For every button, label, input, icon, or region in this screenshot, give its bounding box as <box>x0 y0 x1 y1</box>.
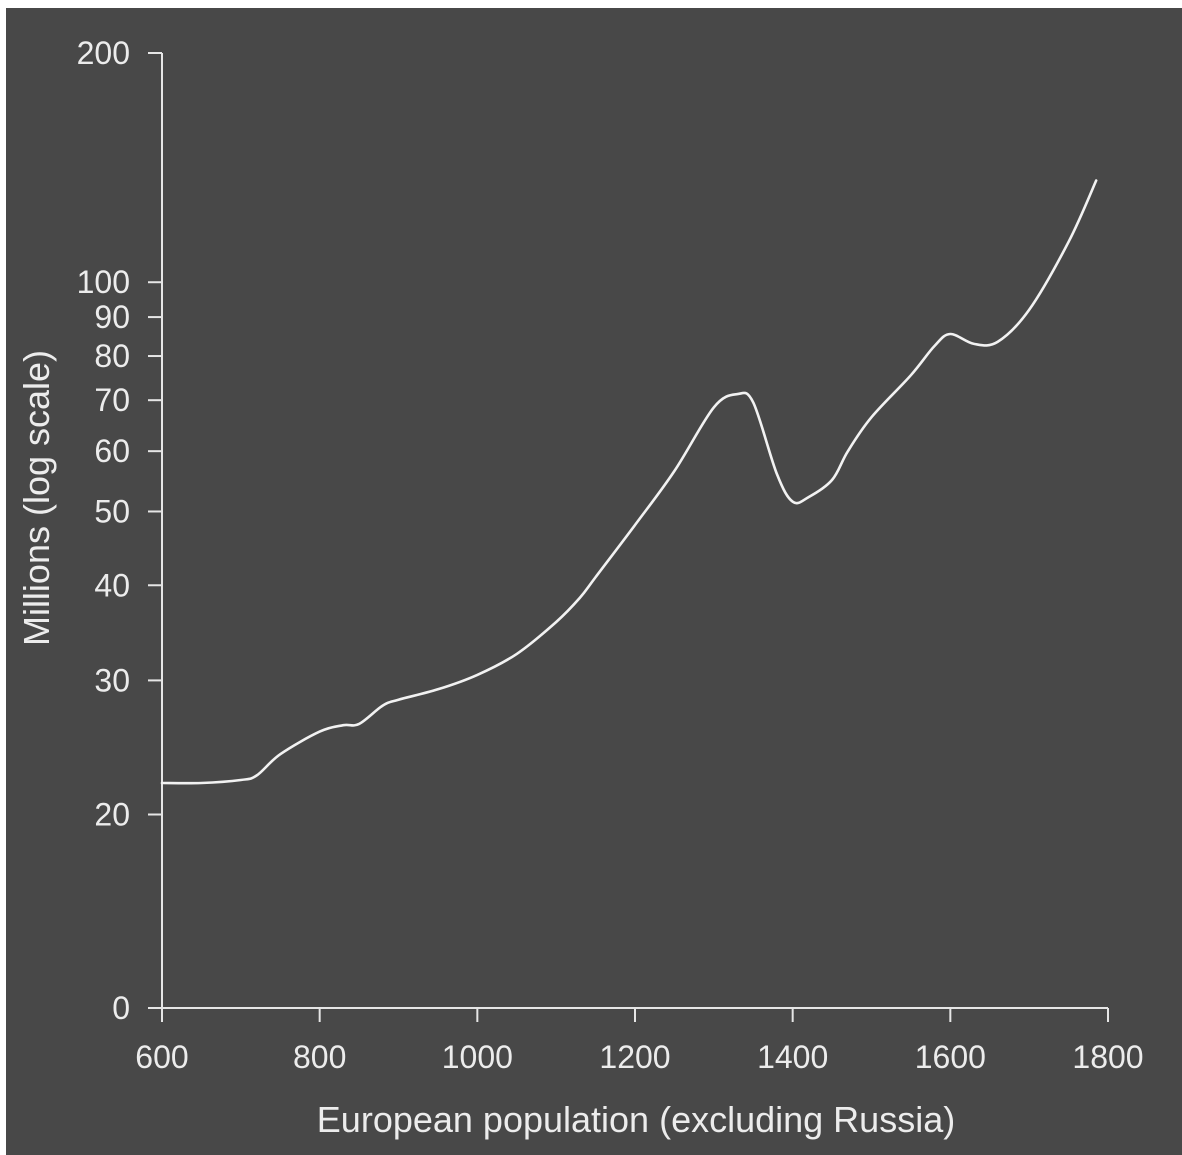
population-line <box>160 179 1098 785</box>
x-tick-label: 1800 <box>1072 1039 1143 1075</box>
x-axis-title: European population (excluding Russia) <box>317 1099 955 1140</box>
y-tick-label: 50 <box>94 493 130 529</box>
x-axis-ticks: 600 800 1000 1200 1400 1600 1800 <box>135 1008 1144 1075</box>
x-tick-label: 1400 <box>757 1039 828 1075</box>
y-tick-label: 200 <box>77 35 130 71</box>
chart-figure: 0 20 30 40 50 60 70 80 90 100 200 600 800 1000 1200 14… <box>6 8 1182 1155</box>
x-tick-label: 600 <box>135 1039 188 1075</box>
axes <box>161 53 1108 1009</box>
y-tick-label: 70 <box>94 382 130 418</box>
x-tick-label: 1200 <box>599 1039 670 1075</box>
y-tick-label: 90 <box>94 299 130 335</box>
y-tick-label: 40 <box>94 567 130 603</box>
y-tick-label: 60 <box>94 433 130 469</box>
y-tick-label: 100 <box>77 264 130 300</box>
y-tick-label: 30 <box>94 662 130 698</box>
y-tick-label: 80 <box>94 338 130 374</box>
x-tick-label: 1000 <box>442 1039 513 1075</box>
y-tick-label: 0 <box>112 990 130 1026</box>
y-tick-label: 20 <box>94 797 130 833</box>
x-tick-label: 800 <box>293 1039 346 1075</box>
y-axis-title: Millions (log scale) <box>16 350 57 646</box>
x-tick-label: 1600 <box>915 1039 986 1075</box>
